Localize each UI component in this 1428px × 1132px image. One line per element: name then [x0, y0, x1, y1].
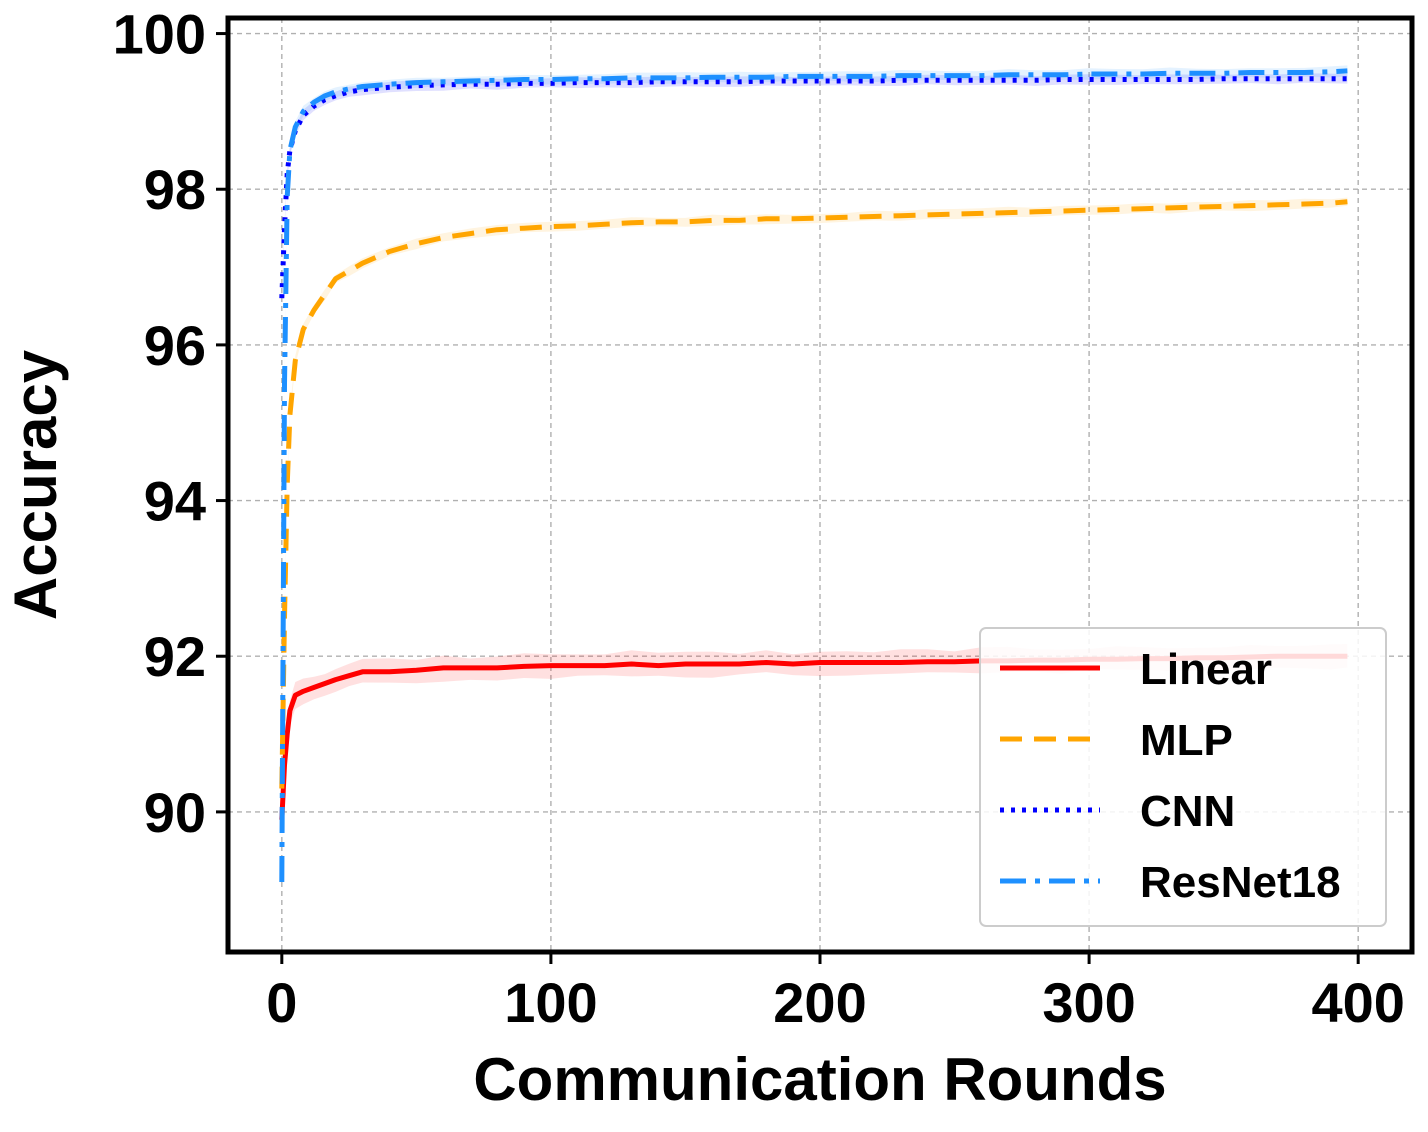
- y-tick-label-100: 100: [113, 3, 206, 66]
- x-tick-label-400: 400: [1311, 971, 1404, 1034]
- y-tick-label-92: 92: [144, 625, 206, 688]
- series-line-resnet18: [279, 68, 1348, 883]
- axis-ticks: 0 100 200 300 400 90 92 94 96 98 100: [113, 3, 1405, 1034]
- y-tick-label-94: 94: [144, 470, 206, 533]
- y-tick-label-90: 90: [144, 781, 206, 844]
- legend-label-mlp: MLP: [1140, 716, 1233, 765]
- legend-label-linear: Linear: [1140, 645, 1272, 694]
- y-tick-label-96: 96: [144, 314, 206, 377]
- legend-label-resnet18: ResNet18: [1140, 858, 1341, 907]
- x-tick-label-0: 0: [266, 971, 297, 1034]
- x-tick-label-300: 300: [1042, 971, 1135, 1034]
- series-line-mlp: [279, 199, 1348, 789]
- legend-box: [979, 627, 1387, 927]
- x-axis-label: Communication Rounds: [473, 1046, 1166, 1113]
- y-tick-label-98: 98: [144, 158, 206, 221]
- x-tick-label-100: 100: [504, 971, 597, 1034]
- y-axis-label: Accuracy: [2, 349, 69, 620]
- legend-entries: Linear MLP CNN ResNet18: [1000, 645, 1341, 907]
- series-lines: [279, 68, 1348, 883]
- legend: Linear MLP CNN ResNet18: [979, 627, 1387, 927]
- legend-label-cnn: CNN: [1140, 787, 1235, 836]
- x-tick-label-200: 200: [773, 971, 866, 1034]
- band-cnn: [281, 73, 1348, 304]
- series-line-cnn: [279, 76, 1348, 299]
